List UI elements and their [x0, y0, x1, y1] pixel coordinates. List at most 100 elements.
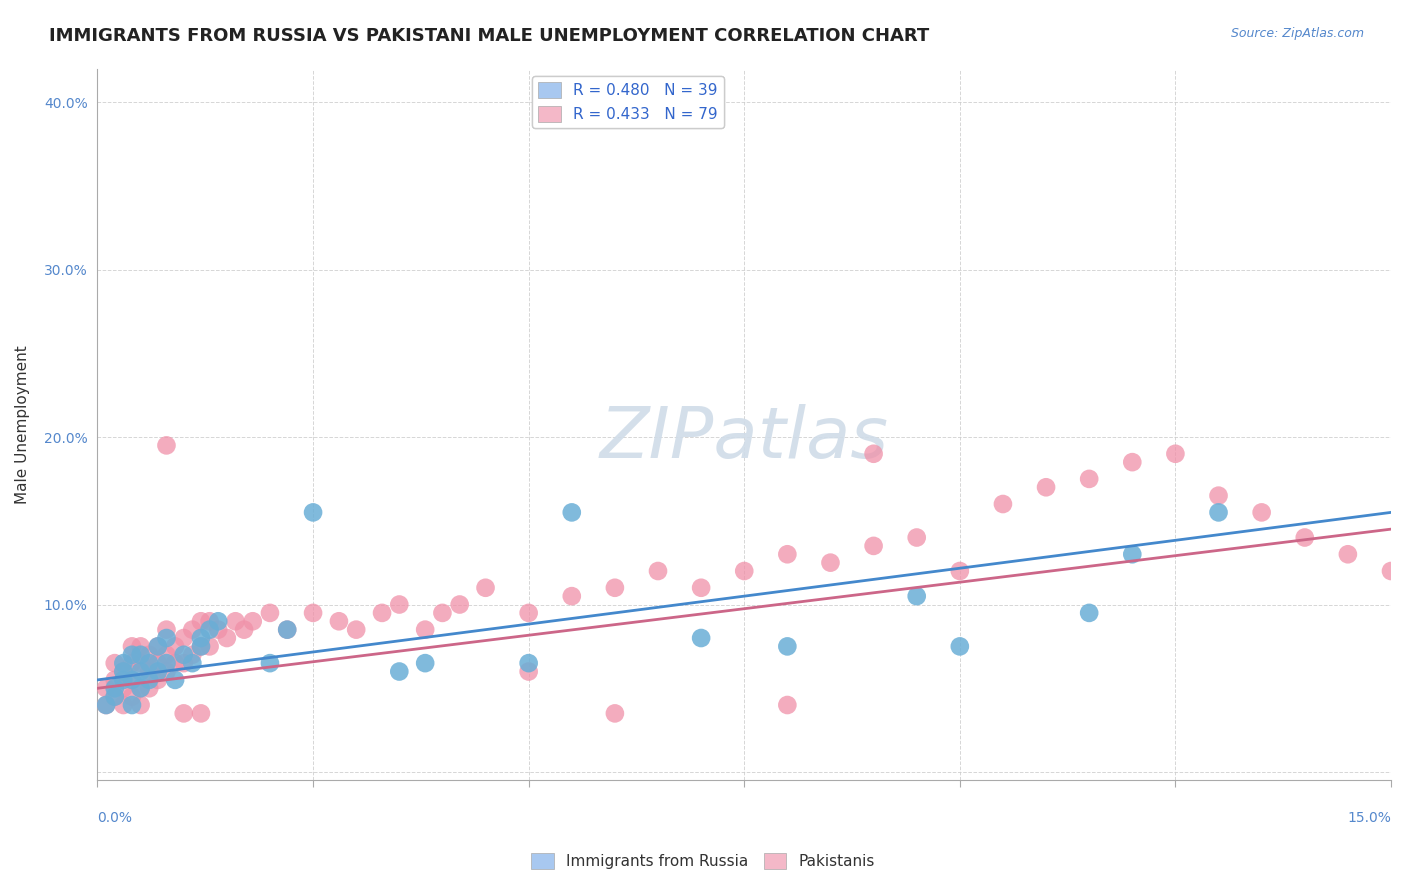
Point: [104, 690, 127, 704]
Point: [112, 681, 135, 696]
Point: [94, 698, 117, 712]
Point: [146, 640, 169, 654]
Point: [129, 656, 152, 670]
Point: [155, 648, 177, 662]
Point: [561, 505, 583, 519]
Point: [259, 606, 281, 620]
Point: [121, 640, 143, 654]
Point: [121, 673, 143, 687]
Point: [155, 656, 177, 670]
Point: [94, 681, 117, 696]
Point: [181, 648, 204, 662]
Point: [198, 640, 221, 654]
Point: [949, 640, 972, 654]
Point: [121, 656, 143, 670]
Point: [517, 606, 540, 620]
Point: [121, 698, 143, 712]
Point: [104, 656, 127, 670]
Point: [242, 614, 264, 628]
Point: [1121, 455, 1143, 469]
Point: [905, 531, 928, 545]
Text: IMMIGRANTS FROM RUSSIA VS PAKISTANI MALE UNEMPLOYMENT CORRELATION CHART: IMMIGRANTS FROM RUSSIA VS PAKISTANI MALE…: [49, 27, 929, 45]
Point: [165, 656, 187, 670]
Point: [449, 598, 471, 612]
Point: [104, 673, 127, 687]
Point: [1208, 489, 1230, 503]
Point: [146, 656, 169, 670]
Point: [190, 640, 212, 654]
Text: 15.0%: 15.0%: [1347, 811, 1391, 824]
Point: [112, 673, 135, 687]
Point: [388, 665, 411, 679]
Point: [1294, 531, 1316, 545]
Point: [1078, 472, 1101, 486]
Point: [1379, 564, 1402, 578]
Point: [603, 706, 626, 721]
Point: [146, 665, 169, 679]
Point: [190, 631, 212, 645]
Point: [276, 623, 298, 637]
Point: [155, 631, 177, 645]
Point: [517, 665, 540, 679]
Point: [328, 614, 350, 628]
Text: ZIPatlas: ZIPatlas: [600, 404, 889, 473]
Point: [776, 698, 799, 712]
Point: [121, 648, 143, 662]
Point: [173, 631, 195, 645]
Point: [121, 690, 143, 704]
Point: [1121, 547, 1143, 561]
Point: [207, 623, 229, 637]
Point: [129, 698, 152, 712]
Point: [190, 614, 212, 628]
Point: [1208, 505, 1230, 519]
Point: [991, 497, 1014, 511]
Point: [862, 539, 884, 553]
Point: [94, 698, 117, 712]
Point: [138, 648, 160, 662]
Point: [413, 656, 436, 670]
Point: [129, 648, 152, 662]
Point: [173, 706, 195, 721]
Point: [233, 623, 256, 637]
Point: [112, 698, 135, 712]
Point: [259, 656, 281, 670]
Point: [138, 681, 160, 696]
Point: [302, 606, 325, 620]
Point: [224, 614, 246, 628]
Point: [690, 631, 713, 645]
Point: [344, 623, 367, 637]
Point: [121, 673, 143, 687]
Point: [165, 673, 187, 687]
Text: 0.0%: 0.0%: [97, 811, 132, 824]
Point: [733, 564, 755, 578]
Point: [413, 623, 436, 637]
Point: [173, 656, 195, 670]
Point: [371, 606, 394, 620]
Point: [112, 665, 135, 679]
Point: [1250, 505, 1272, 519]
Point: [165, 640, 187, 654]
Point: [146, 640, 169, 654]
Point: [146, 673, 169, 687]
Point: [302, 505, 325, 519]
Point: [647, 564, 669, 578]
Point: [138, 656, 160, 670]
Point: [905, 589, 928, 603]
Point: [690, 581, 713, 595]
Point: [949, 564, 972, 578]
Point: [138, 665, 160, 679]
Point: [1078, 606, 1101, 620]
Point: [1035, 480, 1057, 494]
Legend: Immigrants from Russia, Pakistanis: Immigrants from Russia, Pakistanis: [524, 847, 882, 875]
Point: [112, 665, 135, 679]
Point: [517, 656, 540, 670]
Point: [129, 681, 152, 696]
Point: [112, 656, 135, 670]
Point: [181, 623, 204, 637]
Point: [820, 556, 842, 570]
Point: [432, 606, 454, 620]
Point: [155, 438, 177, 452]
Point: [207, 614, 229, 628]
Y-axis label: Male Unemployment: Male Unemployment: [15, 345, 30, 504]
Point: [190, 706, 212, 721]
